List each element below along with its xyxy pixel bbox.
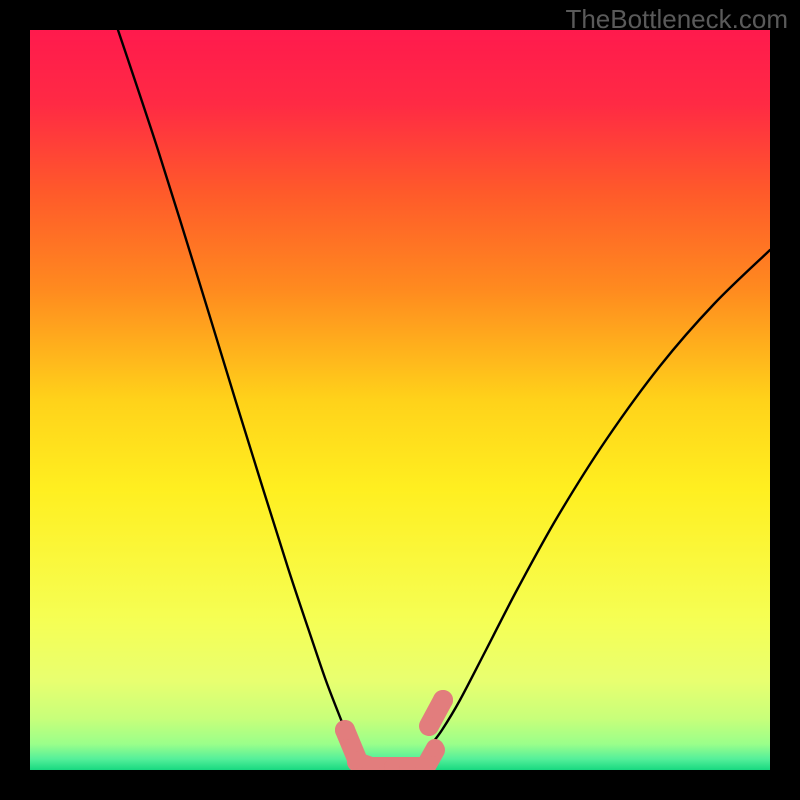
valley-dot bbox=[335, 720, 355, 740]
valley-dot bbox=[426, 739, 444, 757]
right-curve bbox=[430, 250, 770, 746]
valley-band bbox=[335, 690, 453, 770]
chart-svg bbox=[30, 30, 770, 770]
left-curve bbox=[118, 30, 352, 746]
plot-area bbox=[30, 30, 770, 770]
valley-dot bbox=[433, 690, 453, 710]
watermark-text: TheBottleneck.com bbox=[565, 4, 788, 35]
valley-dot bbox=[420, 717, 438, 735]
